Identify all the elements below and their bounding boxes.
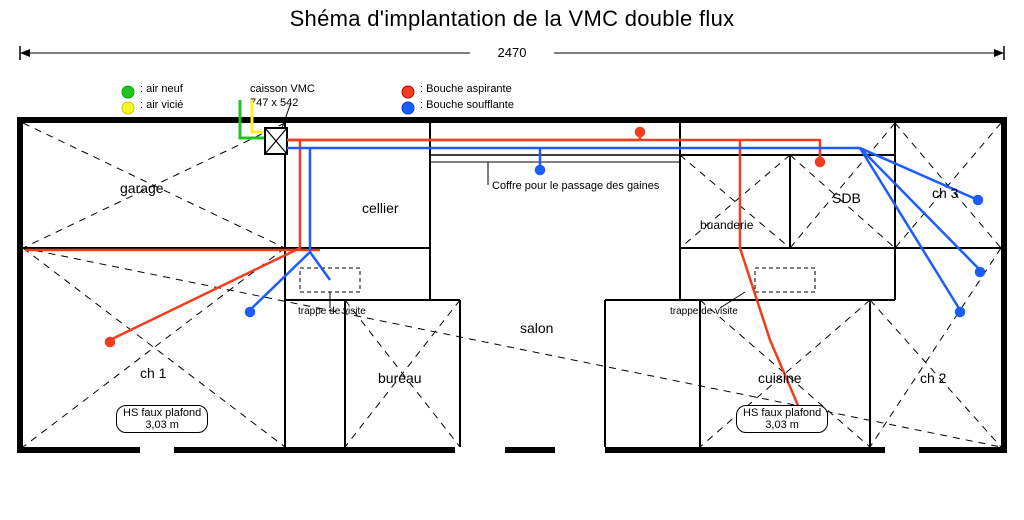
room-ch1: ch 1 (140, 365, 166, 381)
room-ch2: ch 2 (920, 370, 946, 386)
trappe-label-left: trappe de visite (298, 306, 366, 317)
hs-left-text: HS faux plafond (123, 407, 201, 419)
room-buanderie: buanderie (700, 218, 753, 232)
room-bureau: bureau (378, 370, 422, 386)
coffre-label: Coffre pour le passage des gaines (492, 180, 659, 192)
room-cellier: cellier (362, 200, 399, 216)
room-salon: salon (520, 320, 553, 336)
hs-left-value: 3,03 m (145, 419, 179, 431)
hs-right-value: 3,03 m (765, 419, 799, 431)
room-ch3: ch 3 (932, 185, 958, 201)
hs-right-text: HS faux plafond (743, 407, 821, 419)
trappe-label-right: trappe de visite (670, 306, 738, 317)
floorplan-svg (0, 0, 1024, 520)
room-cuisine: cuisine (758, 370, 802, 386)
room-garage: garage (120, 180, 164, 196)
hs-box-right: HS faux plafond 3,03 m (736, 405, 828, 433)
room-sdb: SDB (832, 190, 861, 206)
hs-box-left: HS faux plafond 3,03 m (116, 405, 208, 433)
